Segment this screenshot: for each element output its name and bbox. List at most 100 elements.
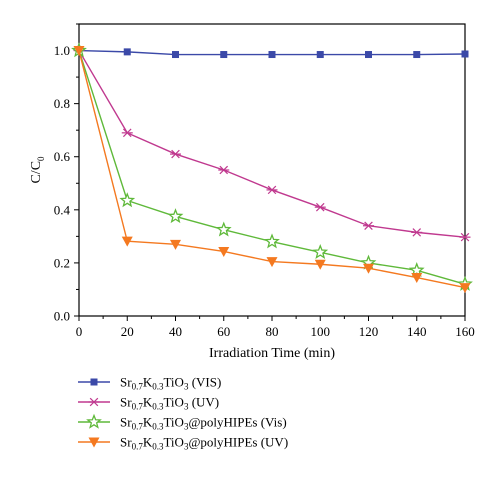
legend-marker [86,413,102,429]
data-point [123,48,131,56]
data-point [268,51,276,59]
y-tick-label: 0.6 [54,149,71,164]
data-point [172,51,179,59]
legend-label-text: TiO [163,395,183,410]
legend-label: Sr0.7K0.3TiO3@polyHIPEs (Vis) [120,415,287,432]
legend-label-text: K [143,435,153,450]
legend-label-text: K [143,395,153,410]
series-line [78,50,466,289]
legend-item: Sr0.7K0.3TiO3 (UV) [78,395,219,412]
data-point [316,51,324,59]
x-tick-label: 20 [121,324,134,339]
data-point [411,273,423,284]
legend-marker [90,378,98,386]
data-point [459,232,471,242]
series-line [78,50,466,238]
legend-label-text: (VIS) [188,375,221,390]
x-tick-label: 60 [217,324,230,339]
data-point [312,243,329,260]
x-tick-label: 80 [266,324,279,339]
data-point [218,165,230,175]
data-point [170,239,181,250]
y-tick-label: 0.0 [54,309,70,324]
x-tick-label: 40 [169,324,182,339]
y-axis-title-subscript: 0 [36,156,46,161]
data-point [363,221,374,231]
legend: Sr0.7K0.3TiO3 (VIS)Sr0.7K0.3TiO3 (UV)Sr0… [78,375,288,452]
legend-label-text: Sr [120,395,132,410]
series-3 [71,42,473,291]
marker-stroke [219,165,229,175]
data-point [411,228,423,237]
data-point [314,202,326,212]
series-line [78,50,466,285]
legend-label-subscript: 3 [184,442,189,452]
series-2 [73,46,471,242]
data-point [314,259,326,270]
legend-label-text: TiO [163,415,183,430]
data-point [170,149,181,159]
y-tick-label: 1.0 [54,43,70,58]
legend-item: Sr0.7K0.3TiO3@polyHIPEs (UV) [78,435,288,452]
legend-label-text: TiO [163,435,183,450]
legend-label-text: K [143,415,153,430]
data-point [119,192,136,208]
data-point [266,257,278,268]
y-tick-label: 0.8 [54,96,70,111]
legend-label: Sr0.7K0.3TiO3 (VIS) [120,375,221,392]
data-point [365,51,372,59]
marker-stroke [315,202,325,212]
legend-label-subscript: 0.3 [152,422,164,432]
y-axis-title-main: C/C [29,161,44,184]
legend-label-text: K [143,375,153,390]
marker-stroke [364,221,373,231]
data-point [266,185,278,195]
data-point [121,128,133,138]
legend-item: Sr0.7K0.3TiO3 (VIS) [78,375,221,392]
legend-label-subscript: 0.7 [132,422,144,432]
x-axis: 0 20 40 60 80 100 120 140 160 [76,316,475,339]
legend-label: Sr0.7K0.3TiO3@polyHIPEs (UV) [120,435,288,452]
x-tick-label: 0 [76,324,83,339]
x-tick-label: 160 [455,324,475,339]
x-tick-label: 100 [311,324,331,339]
legend-label-subscript: 3 [184,422,189,432]
data-point [461,50,469,58]
data-point [167,208,184,224]
legend-marker [88,397,100,407]
legend-label: Sr0.7K0.3TiO3 (UV) [120,395,219,412]
marker-stroke [171,149,180,159]
marker-stroke [267,185,277,195]
series-4 [73,46,471,294]
data-point [215,221,232,237]
legend-label-subscript: 3 [184,382,189,392]
data-point [121,236,133,247]
marker-stroke [460,232,470,242]
legend-label-subscript: 0.7 [132,402,144,412]
data-point [220,51,228,59]
x-tick-label: 120 [359,324,379,339]
legend-label-subscript: 0.3 [152,442,164,452]
data-point [264,233,280,249]
legend-label-text: Sr [120,435,132,450]
legend-label-text: Sr [120,375,132,390]
y-tick-label: 0.4 [54,202,71,217]
y-axis-title: C/C0 [29,156,46,184]
data-point [363,263,374,274]
x-tick-label: 140 [407,324,427,339]
legend-label-subscript: 0.3 [152,402,164,412]
legend-label-text: TiO [163,375,183,390]
data-point [218,246,230,257]
marker-stroke [412,228,422,237]
legend-label-text: @polyHIPEs (Vis) [188,415,286,430]
legend-label-subscript: 0.3 [152,382,164,392]
series-layer [71,42,473,294]
legend-label-subscript: 0.7 [132,382,144,392]
marker-stroke [122,128,132,138]
legend-label-subscript: 0.7 [132,442,144,452]
y-axis: 0.0 0.2 0.4 0.6 0.8 1.0 [54,23,79,324]
plot-frame-group [78,23,466,317]
data-point [73,46,85,57]
plot-frame [78,23,466,317]
